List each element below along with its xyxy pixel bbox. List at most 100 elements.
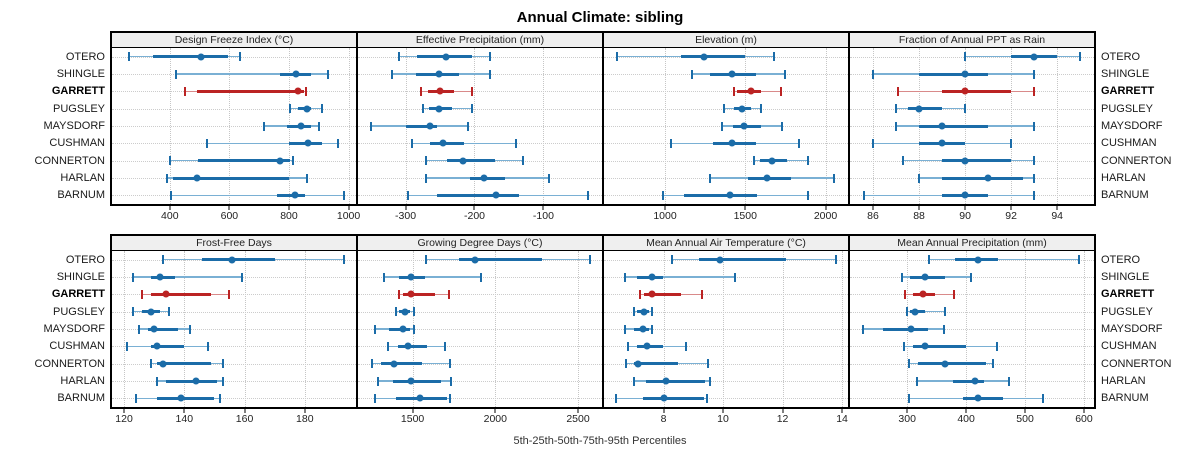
- cap-95th: [780, 86, 783, 96]
- percentile-row-connerton: [112, 153, 356, 169]
- percentile-row-maysdorf: [850, 321, 1094, 337]
- median-dot: [159, 360, 167, 368]
- cap-95th: [1008, 376, 1011, 386]
- percentile-row-pugsley: [850, 101, 1094, 117]
- percentile-row-garrett: [358, 286, 602, 302]
- x-axis-mean-annual-air-temperature-c: 8 10 12 14: [602, 409, 848, 428]
- panels-frame: Frost-Free Days Growing Degree Days (°C) M…: [110, 234, 1096, 409]
- cap-5th: [895, 104, 898, 114]
- x-tick-label: 180: [296, 413, 314, 425]
- whisker-5-95: [928, 258, 1080, 261]
- cap-5th: [390, 69, 393, 79]
- median-dot: [728, 139, 736, 147]
- cap-5th: [615, 52, 618, 62]
- x-tick: [577, 409, 579, 413]
- x-tick-label: 12: [776, 413, 789, 425]
- median-dot: [974, 394, 982, 402]
- iqr-bar-25-75: [198, 159, 291, 163]
- median-dot: [439, 139, 447, 147]
- percentile-row-connerton: [850, 356, 1094, 372]
- panel-band-bottom: OTERO SHINGLE GARRETT PUGSLEY MAYSDORF CUSHMA…: [0, 234, 1200, 428]
- station-label-harlan: HARLAN: [1101, 171, 1146, 184]
- cap-5th: [141, 289, 144, 299]
- median-dot: [153, 342, 161, 350]
- x-tick-label: 1000: [336, 210, 361, 222]
- x-tick-label: 8: [660, 413, 667, 425]
- cap-5th: [632, 376, 635, 386]
- cap-5th: [411, 138, 414, 148]
- cap-5th: [424, 255, 427, 265]
- median-dot: [961, 70, 969, 78]
- cap-5th: [897, 86, 900, 96]
- iqr-bar-25-75: [166, 379, 218, 383]
- x-axis-mean-annual-precipitation-mm: 300 400 500 600: [848, 409, 1094, 428]
- percentile-row-pugsley: [112, 304, 356, 320]
- station-label-cushman: CUSHMAN: [49, 340, 105, 353]
- cap-5th: [903, 341, 906, 351]
- x-tick: [964, 206, 966, 210]
- cap-5th: [174, 69, 177, 79]
- cap-95th: [413, 307, 416, 317]
- x-tick: [1083, 409, 1085, 413]
- cap-5th: [964, 52, 967, 62]
- panel-plot: [850, 251, 1094, 407]
- percentile-row-barnum: [112, 390, 356, 406]
- grid-line-horizontal: [604, 91, 848, 93]
- panel-header: Design Freeze Index (°C): [112, 33, 356, 48]
- x-tick: [405, 206, 407, 210]
- cap-95th: [833, 173, 836, 183]
- percentile-row-barnum: [850, 390, 1094, 406]
- cap-5th: [132, 307, 135, 317]
- cap-5th: [262, 121, 265, 131]
- percentile-row-garrett: [112, 286, 356, 302]
- panel-header: Growing Degree Days (°C): [358, 236, 602, 251]
- percentile-row-cushman: [112, 135, 356, 151]
- median-dot: [156, 273, 164, 281]
- cap-95th: [326, 69, 329, 79]
- panel-plot: [358, 251, 602, 407]
- median-dot: [404, 342, 412, 350]
- cap-95th: [189, 324, 192, 334]
- x-tick: [123, 409, 125, 413]
- panel-mean-annual-precipitation-mm: Mean Annual Precipitation (mm): [848, 236, 1094, 407]
- median-dot: [492, 191, 500, 199]
- median-dot: [740, 122, 748, 130]
- station-label-garrett: GARRETT: [1101, 288, 1155, 301]
- percentile-row-cushman: [358, 135, 602, 151]
- median-dot: [716, 256, 724, 264]
- x-tick: [663, 409, 664, 413]
- station-label-harlan: HARLAN: [1101, 374, 1146, 387]
- median-dot: [700, 53, 708, 61]
- cap-95th: [305, 173, 308, 183]
- cap-95th: [443, 341, 446, 351]
- x-tick: [542, 206, 544, 210]
- grid-line-horizontal: [358, 363, 602, 365]
- station-label-maysdorf: MAYSDORF: [1101, 119, 1163, 132]
- panel-column: Frost-Free Days Growing Degree Days (°C) M…: [110, 234, 1096, 428]
- percentile-row-cushman: [604, 135, 848, 151]
- median-dot: [407, 290, 415, 298]
- cap-5th: [753, 156, 756, 166]
- cap-5th: [720, 121, 723, 131]
- percentile-row-garrett: [604, 83, 848, 99]
- cap-95th: [806, 156, 809, 166]
- panel-fraction-of-annual-ppt-as-rain: Fraction of Annual PPT as Rain: [848, 33, 1094, 204]
- percentile-row-otero: [604, 252, 848, 268]
- percentile-row-maysdorf: [358, 118, 602, 134]
- x-tick: [825, 206, 827, 210]
- cap-5th: [162, 255, 165, 265]
- cap-95th: [952, 289, 955, 299]
- iqr-bar-25-75: [392, 379, 441, 383]
- grid-line-horizontal: [358, 108, 602, 110]
- median-dot: [974, 256, 982, 264]
- station-label-cushman: CUSHMAN: [1101, 340, 1157, 353]
- iqr-bar-25-75: [153, 55, 228, 59]
- cap-5th: [170, 190, 173, 200]
- percentile-row-pugsley: [112, 101, 356, 117]
- median-dot: [304, 139, 312, 147]
- cap-95th: [733, 272, 736, 282]
- grid-line-horizontal: [604, 381, 848, 382]
- percentile-row-connerton: [112, 356, 356, 372]
- station-label-barnum: BARNUM: [1101, 392, 1149, 405]
- cap-95th: [650, 307, 653, 317]
